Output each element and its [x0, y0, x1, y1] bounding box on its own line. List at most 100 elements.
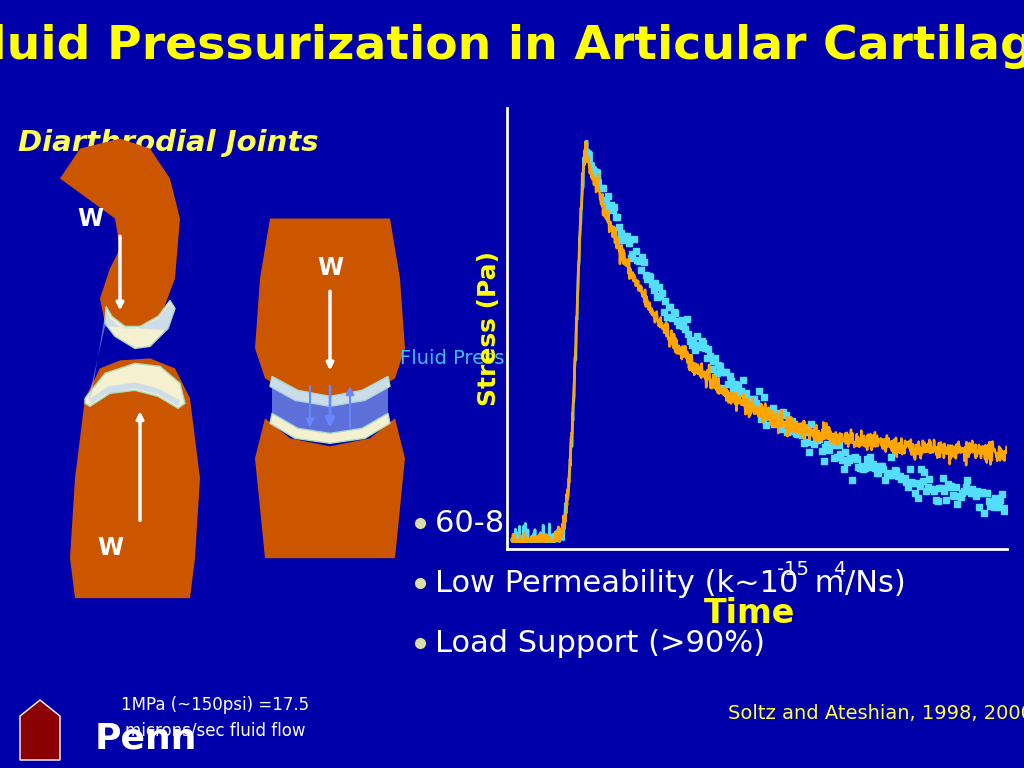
- Point: [990, 501, 1007, 513]
- Point: [825, 452, 842, 464]
- Point: [976, 506, 992, 518]
- Text: Fluid Pressure: Fluid Pressure: [400, 349, 537, 368]
- Point: [776, 418, 793, 430]
- Point: [723, 375, 739, 387]
- Point: [847, 451, 863, 463]
- Text: Penn: Penn: [95, 721, 198, 755]
- Point: [649, 291, 666, 303]
- Point: [836, 462, 852, 475]
- Point: [849, 452, 865, 465]
- Point: [900, 481, 916, 493]
- Point: [814, 445, 830, 458]
- Point: [774, 406, 791, 418]
- Point: [809, 434, 825, 446]
- Point: [644, 277, 660, 290]
- Point: [791, 428, 807, 440]
- Point: [596, 197, 612, 209]
- Point: [693, 335, 710, 347]
- Point: [647, 277, 664, 290]
- Point: [862, 451, 879, 463]
- Point: [771, 406, 787, 419]
- Point: [750, 399, 766, 412]
- Point: [601, 201, 617, 214]
- Point: [756, 391, 772, 403]
- Point: [652, 290, 669, 303]
- Point: [979, 487, 995, 499]
- Point: [882, 469, 898, 482]
- Point: [717, 366, 733, 378]
- Point: [870, 467, 887, 479]
- Point: [628, 244, 644, 257]
- Point: [604, 204, 621, 216]
- Point: [603, 198, 620, 210]
- Point: [908, 477, 925, 489]
- Point: [779, 426, 796, 439]
- Point: [594, 182, 610, 194]
- Point: [913, 463, 930, 475]
- Point: [667, 306, 683, 319]
- Point: [995, 505, 1012, 518]
- Point: [680, 327, 696, 339]
- Point: [746, 392, 763, 405]
- Point: [666, 306, 682, 318]
- Point: [599, 190, 615, 203]
- Point: [858, 453, 874, 465]
- Point: [777, 409, 794, 421]
- Polygon shape: [255, 419, 406, 558]
- Point: [739, 393, 756, 406]
- Point: [833, 448, 849, 460]
- Point: [896, 472, 912, 485]
- Point: [765, 402, 781, 414]
- Point: [787, 427, 804, 439]
- Point: [822, 439, 839, 451]
- Point: [946, 490, 963, 502]
- Point: [916, 465, 933, 478]
- Point: [863, 461, 880, 473]
- Point: [730, 379, 746, 392]
- Text: Peak Stress: Peak Stress: [571, 148, 856, 228]
- Point: [625, 248, 641, 260]
- Point: [933, 482, 949, 494]
- Point: [720, 378, 736, 390]
- Point: [815, 455, 831, 467]
- Point: [793, 422, 809, 435]
- Point: [593, 182, 609, 194]
- Point: [957, 481, 974, 493]
- Point: [841, 453, 857, 465]
- Point: [992, 494, 1009, 506]
- Y-axis label: Stress (Pa): Stress (Pa): [477, 251, 502, 406]
- Point: [865, 458, 882, 470]
- Point: [914, 475, 931, 487]
- Point: [684, 339, 700, 351]
- Point: [819, 438, 836, 450]
- Point: [798, 425, 814, 438]
- Point: [885, 468, 901, 481]
- Point: [768, 412, 784, 424]
- Point: [738, 387, 755, 399]
- Point: [650, 281, 667, 293]
- Point: [943, 480, 959, 492]
- Point: [984, 497, 1000, 509]
- Point: [645, 284, 662, 296]
- Point: [660, 300, 677, 313]
- Point: [911, 480, 928, 492]
- Point: [633, 263, 649, 276]
- Point: [688, 329, 705, 342]
- Point: [606, 201, 623, 214]
- Point: [718, 366, 734, 379]
- Point: [795, 429, 811, 441]
- Point: [987, 492, 1004, 505]
- Point: [901, 463, 918, 475]
- Point: [698, 352, 715, 364]
- Point: [714, 366, 730, 378]
- Point: [782, 425, 799, 437]
- Point: [839, 456, 855, 468]
- Point: [879, 468, 895, 481]
- Point: [722, 370, 738, 382]
- Polygon shape: [20, 700, 60, 760]
- Point: [969, 485, 985, 498]
- Point: [928, 494, 944, 506]
- Point: [892, 470, 908, 482]
- Point: [949, 498, 966, 511]
- Point: [824, 436, 841, 449]
